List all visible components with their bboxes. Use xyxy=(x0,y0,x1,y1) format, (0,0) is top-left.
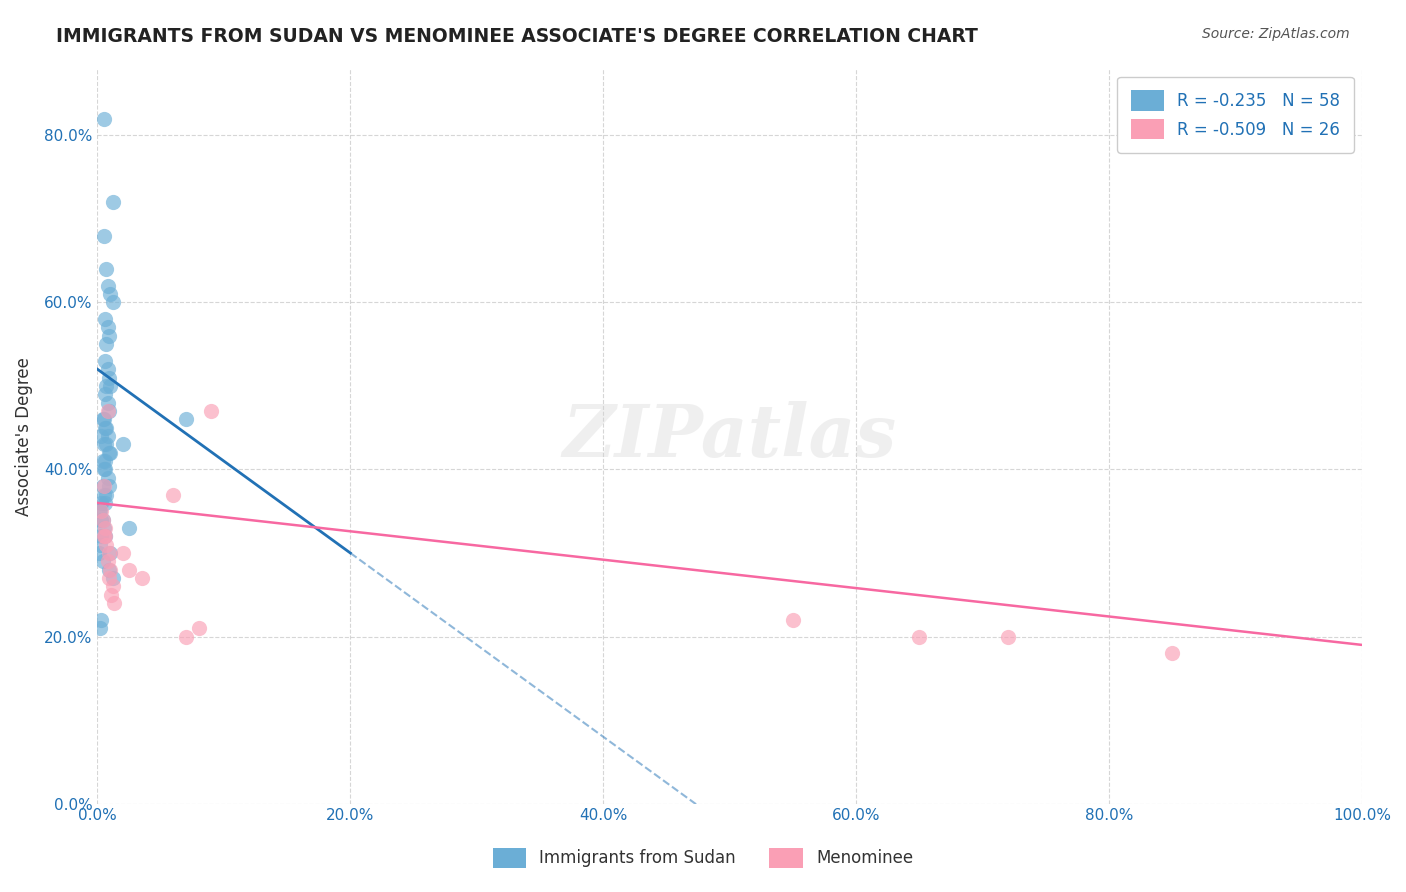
Point xyxy=(90,504,112,518)
Point xyxy=(94,387,117,401)
Point xyxy=(174,412,197,426)
Point xyxy=(87,546,110,560)
Y-axis label: Associate's Degree: Associate's Degree xyxy=(15,357,32,516)
Point xyxy=(97,278,120,293)
Point xyxy=(97,370,120,384)
Point xyxy=(91,513,114,527)
Point xyxy=(90,513,112,527)
Point xyxy=(96,437,118,451)
Point xyxy=(97,446,120,460)
Point xyxy=(98,379,121,393)
Point xyxy=(101,295,124,310)
Point xyxy=(111,437,134,451)
Point xyxy=(97,546,120,560)
Point xyxy=(89,504,111,518)
Point xyxy=(100,588,122,602)
Point xyxy=(97,320,120,334)
Point xyxy=(87,504,110,518)
Point xyxy=(908,630,931,644)
Point xyxy=(782,613,804,627)
Point xyxy=(97,563,120,577)
Point xyxy=(101,195,124,210)
Point xyxy=(91,454,114,468)
Point xyxy=(98,546,121,560)
Point xyxy=(97,554,120,568)
Point xyxy=(94,496,117,510)
Point xyxy=(94,521,117,535)
Point xyxy=(97,471,120,485)
Point xyxy=(200,404,222,418)
Point xyxy=(94,312,117,326)
Point xyxy=(94,454,117,468)
Text: ZIPatlas: ZIPatlas xyxy=(562,401,897,472)
Point xyxy=(96,337,118,351)
Text: Source: ZipAtlas.com: Source: ZipAtlas.com xyxy=(1202,27,1350,41)
Point xyxy=(90,429,112,443)
Point xyxy=(96,379,118,393)
Point xyxy=(90,529,112,543)
Point xyxy=(111,546,134,560)
Point xyxy=(94,462,117,476)
Point xyxy=(103,596,125,610)
Point xyxy=(101,571,124,585)
Point xyxy=(97,404,120,418)
Text: IMMIGRANTS FROM SUDAN VS MENOMINEE ASSOCIATE'S DEGREE CORRELATION CHART: IMMIGRANTS FROM SUDAN VS MENOMINEE ASSOC… xyxy=(56,27,979,45)
Point xyxy=(131,571,153,585)
Point xyxy=(93,412,115,426)
Point xyxy=(98,446,121,460)
Point xyxy=(89,538,111,552)
Point xyxy=(93,437,115,451)
Point xyxy=(93,462,115,476)
Point xyxy=(997,630,1019,644)
Legend: R = -0.235   N = 58, R = -0.509   N = 26: R = -0.235 N = 58, R = -0.509 N = 26 xyxy=(1118,77,1354,153)
Point xyxy=(91,479,114,493)
Point xyxy=(90,613,112,627)
Point xyxy=(96,262,118,277)
Point xyxy=(96,421,118,435)
Point xyxy=(93,112,115,126)
Point xyxy=(97,395,120,409)
Point xyxy=(93,487,115,501)
Point xyxy=(162,487,184,501)
Point xyxy=(97,404,120,418)
Point xyxy=(96,538,118,552)
Legend: Immigrants from Sudan, Menominee: Immigrants from Sudan, Menominee xyxy=(486,841,920,875)
Point xyxy=(94,529,117,543)
Point xyxy=(174,630,197,644)
Point xyxy=(91,412,114,426)
Point xyxy=(187,621,209,635)
Point xyxy=(97,571,120,585)
Point xyxy=(118,563,141,577)
Point xyxy=(96,487,118,501)
Point xyxy=(94,421,117,435)
Point xyxy=(98,563,121,577)
Point xyxy=(97,328,120,343)
Point xyxy=(93,529,115,543)
Point xyxy=(97,429,120,443)
Point xyxy=(97,479,120,493)
Point xyxy=(101,579,124,593)
Point xyxy=(93,228,115,243)
Point xyxy=(94,354,117,368)
Point xyxy=(97,362,120,376)
Point xyxy=(118,521,141,535)
Point xyxy=(1161,646,1184,660)
Point xyxy=(90,496,112,510)
Point xyxy=(89,621,111,635)
Point xyxy=(91,513,114,527)
Point xyxy=(93,479,115,493)
Point xyxy=(98,287,121,301)
Point xyxy=(94,529,117,543)
Point xyxy=(93,521,115,535)
Point xyxy=(91,554,114,568)
